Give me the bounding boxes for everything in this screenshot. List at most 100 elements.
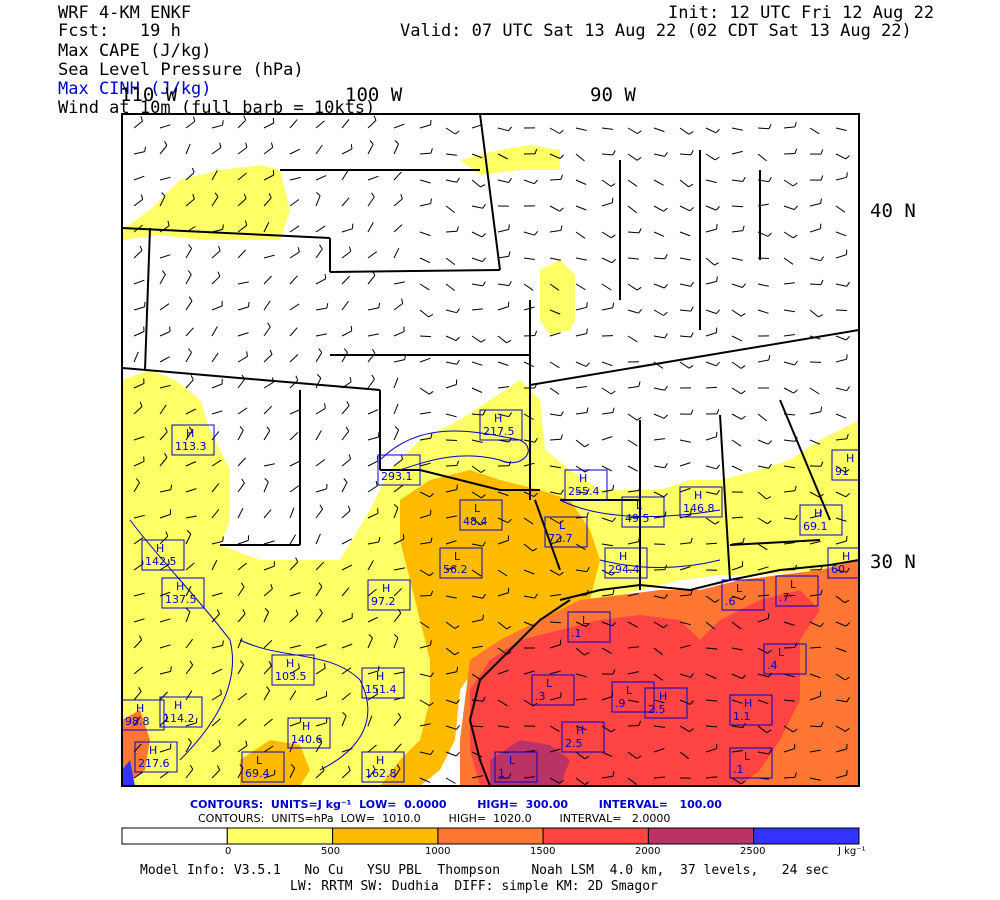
- pressure-center-box: [171, 424, 215, 456]
- wind-barb: [471, 775, 483, 779]
- wind-barb-flag: [793, 389, 798, 394]
- wind-barb: [679, 283, 691, 287]
- wind-barb-flag: [820, 279, 824, 285]
- wind-barb: [133, 639, 142, 649]
- wind-barb-flag: [508, 773, 512, 779]
- wind-barb: [835, 254, 847, 259]
- wind-barb-flag: [266, 426, 271, 431]
- valid-time: Valid: 07 UTC Sat 13 Aug 22 (02 CDT Sat …: [400, 21, 912, 41]
- wind-barb: [523, 439, 535, 443]
- pressure-center-box: [763, 643, 807, 675]
- wind-barb: [367, 512, 379, 519]
- wind-barb: [575, 751, 585, 760]
- wind-barb-flag: [584, 652, 590, 656]
- wind-barb-flag: [820, 406, 823, 412]
- wind-barb: [133, 351, 139, 363]
- wind-barb: [497, 491, 509, 497]
- wind-barb: [471, 308, 483, 311]
- wind-barb: [705, 542, 718, 545]
- wind-barb: [757, 257, 770, 259]
- wind-barb-flag: [297, 247, 300, 253]
- wind-barb: [835, 595, 846, 604]
- wind-barb-flag: [239, 764, 244, 769]
- wind-barb-flag: [612, 484, 615, 490]
- wind-barb-flag: [350, 144, 353, 150]
- wind-barb: [601, 361, 613, 367]
- wind-barb-flag: [688, 364, 694, 369]
- wind-barb: [315, 586, 323, 597]
- wind-barb-flag: [740, 312, 746, 317]
- wind-barb: [445, 257, 456, 266]
- wind-barb-flag: [456, 359, 460, 365]
- wind-barb-flag: [794, 148, 798, 154]
- wind-barb: [133, 382, 145, 389]
- wind-barb: [809, 257, 821, 262]
- wind-barb-flag: [371, 192, 375, 198]
- wind-barb: [679, 594, 691, 597]
- wind-barb: [471, 465, 482, 473]
- wind-barb: [315, 643, 327, 649]
- pressure-center-box: [287, 717, 331, 749]
- pressure-center-type: H: [744, 697, 752, 710]
- wind-barb: [289, 409, 301, 415]
- wind-barb: [159, 513, 171, 519]
- wind-barb-flag: [768, 176, 772, 182]
- wind-barb: [835, 387, 847, 392]
- wind-barb-flag: [690, 673, 694, 678]
- wind-barb-flag: [393, 634, 399, 639]
- wind-barb: [653, 748, 665, 753]
- pressure-center-value: 103.5: [275, 670, 307, 683]
- pressure-center-value: .9: [615, 697, 626, 710]
- wind-barb: [445, 566, 457, 571]
- wind-barb: [523, 306, 535, 311]
- wind-barb: [393, 743, 402, 753]
- lon-label-90w: 90 W: [590, 84, 636, 106]
- wind-barb: [627, 465, 638, 472]
- wind-barb: [731, 595, 743, 601]
- wind-barb: [341, 510, 351, 519]
- pressure-center: L48.4: [459, 499, 503, 531]
- wind-barb-flag: [742, 225, 745, 231]
- wind-barb-flag: [429, 493, 434, 498]
- init-time: Init: 12 UTC Fri 12 Aug 22: [668, 3, 935, 23]
- wind-barb: [419, 124, 431, 129]
- wind-barb-flag: [716, 464, 720, 470]
- wind-barb: [497, 569, 508, 577]
- wind-barb: [809, 673, 821, 679]
- wind-barb: [835, 517, 847, 522]
- wind-barb: [705, 647, 718, 650]
- pressure-center-value: .7: [779, 591, 790, 604]
- pressure-center-box: [377, 454, 421, 486]
- wind-barb: [575, 257, 587, 261]
- wind-barb: [289, 644, 301, 649]
- wind-barb-flag: [716, 224, 718, 230]
- pressure-center-type: L: [736, 582, 743, 595]
- wind-barb-flag: [239, 426, 244, 431]
- wind-barb-flag: [793, 234, 798, 239]
- wind-barb-flag: [767, 440, 772, 445]
- lat-label-30n: 30 N: [870, 551, 916, 573]
- wind-barb: [549, 517, 560, 524]
- pressure-center: L.3: [531, 674, 575, 706]
- wind-barb: [133, 771, 144, 779]
- wind-barb: [809, 309, 819, 318]
- wind-barb: [523, 361, 535, 368]
- wind-barb: [211, 228, 223, 233]
- wind-barb: [705, 491, 717, 495]
- wind-barb: [289, 460, 301, 467]
- wind-barb-flag: [794, 121, 797, 128]
- wind-barb-flag: [241, 374, 246, 380]
- wind-barb: [653, 387, 665, 391]
- wind-barb: [575, 179, 587, 185]
- wind-barb: [393, 429, 400, 441]
- wind-barb-flag: [318, 582, 323, 587]
- wind-barb: [809, 491, 820, 498]
- wind-barb: [341, 405, 350, 415]
- wind-barb: [575, 205, 587, 211]
- wind-barb: [263, 565, 275, 571]
- wind-barb-flag: [482, 614, 484, 620]
- wind-barb: [315, 195, 321, 207]
- wind-barb-flag: [189, 660, 194, 666]
- wind-barb: [341, 538, 352, 545]
- pressure-center-box: [367, 579, 411, 611]
